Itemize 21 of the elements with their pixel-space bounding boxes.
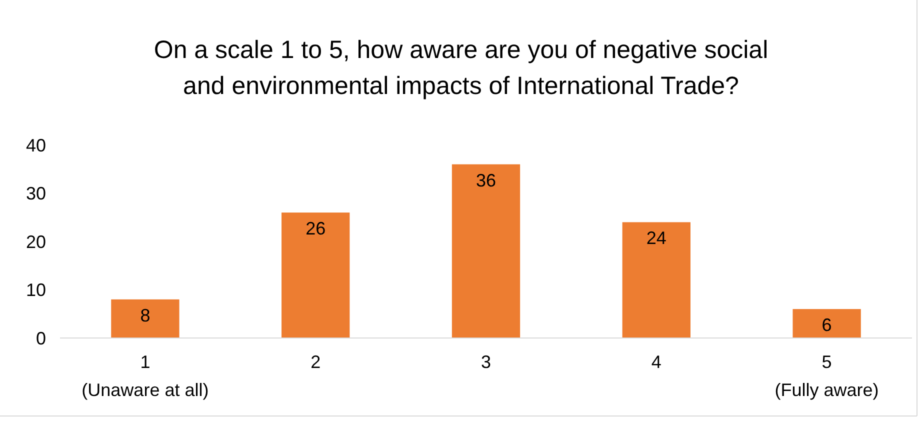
bar: [622, 222, 690, 338]
bar: [111, 299, 180, 338]
x-tick-label: 2: [310, 352, 321, 372]
x-tick-label: 1 (Unaware at all): [82, 352, 209, 400]
data-label: 26: [306, 218, 326, 239]
data-label: 24: [646, 228, 666, 248]
x-tick-label: 5 (Fully aware): [774, 352, 879, 400]
data-label: 6: [822, 315, 832, 336]
data-label: 8: [140, 305, 150, 326]
bar: [792, 309, 861, 338]
data-label: 36: [476, 170, 496, 190]
x-tick-label: 4: [651, 352, 662, 372]
y-tick-label: 30: [26, 184, 46, 204]
bar: [282, 212, 350, 338]
bar: [452, 164, 520, 338]
chart-title: On a scale 1 to 5, how aware are you of negative social and environmental impacts of International Trade?: [154, 36, 768, 100]
y-tick-label: 20: [26, 232, 46, 252]
y-tick-label: 40: [26, 135, 46, 156]
y-tick-label: 10: [26, 280, 46, 300]
x-tick-label: 3: [480, 352, 492, 372]
y-tick-label: 0: [36, 328, 46, 348]
